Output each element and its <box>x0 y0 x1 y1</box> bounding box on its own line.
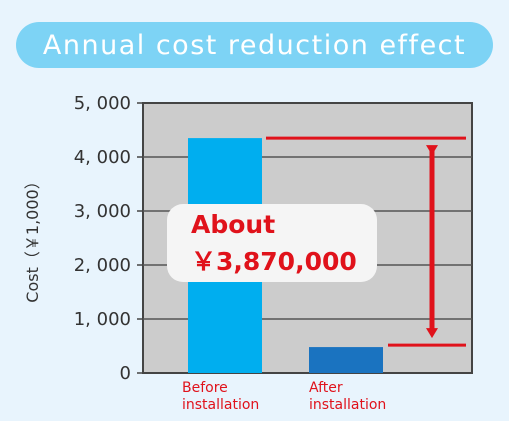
y-tick-label: 2, 000 <box>74 255 131 276</box>
callout-box <box>167 204 377 282</box>
bar-after-installation <box>309 347 383 373</box>
y-tick-label: 0 <box>120 363 131 384</box>
callout-line-1: About <box>191 210 275 239</box>
callout-line-2: ￥3,870,000 <box>191 247 357 276</box>
y-tick-label: 1, 000 <box>74 309 131 330</box>
title-banner: Annual cost reduction effect <box>16 22 493 68</box>
reduction-annotation: About ￥3,870,000 <box>167 136 466 347</box>
x-axis-categories: Before installation After installation <box>182 380 386 413</box>
chart-title: Annual cost reduction effect <box>42 29 467 61</box>
y-tick-label: 3, 000 <box>74 201 131 222</box>
x-category-label: Before installation <box>182 380 259 413</box>
y-axis-ticks: 0 1, 000 2, 000 3, 000 4, 000 5, 000 <box>74 93 143 384</box>
x-category-label: After installation <box>309 380 386 413</box>
y-axis-label: Cost（￥1,000） <box>23 173 42 302</box>
y-tick-label: 5, 000 <box>74 93 131 114</box>
y-tick-label: 4, 000 <box>74 147 131 168</box>
